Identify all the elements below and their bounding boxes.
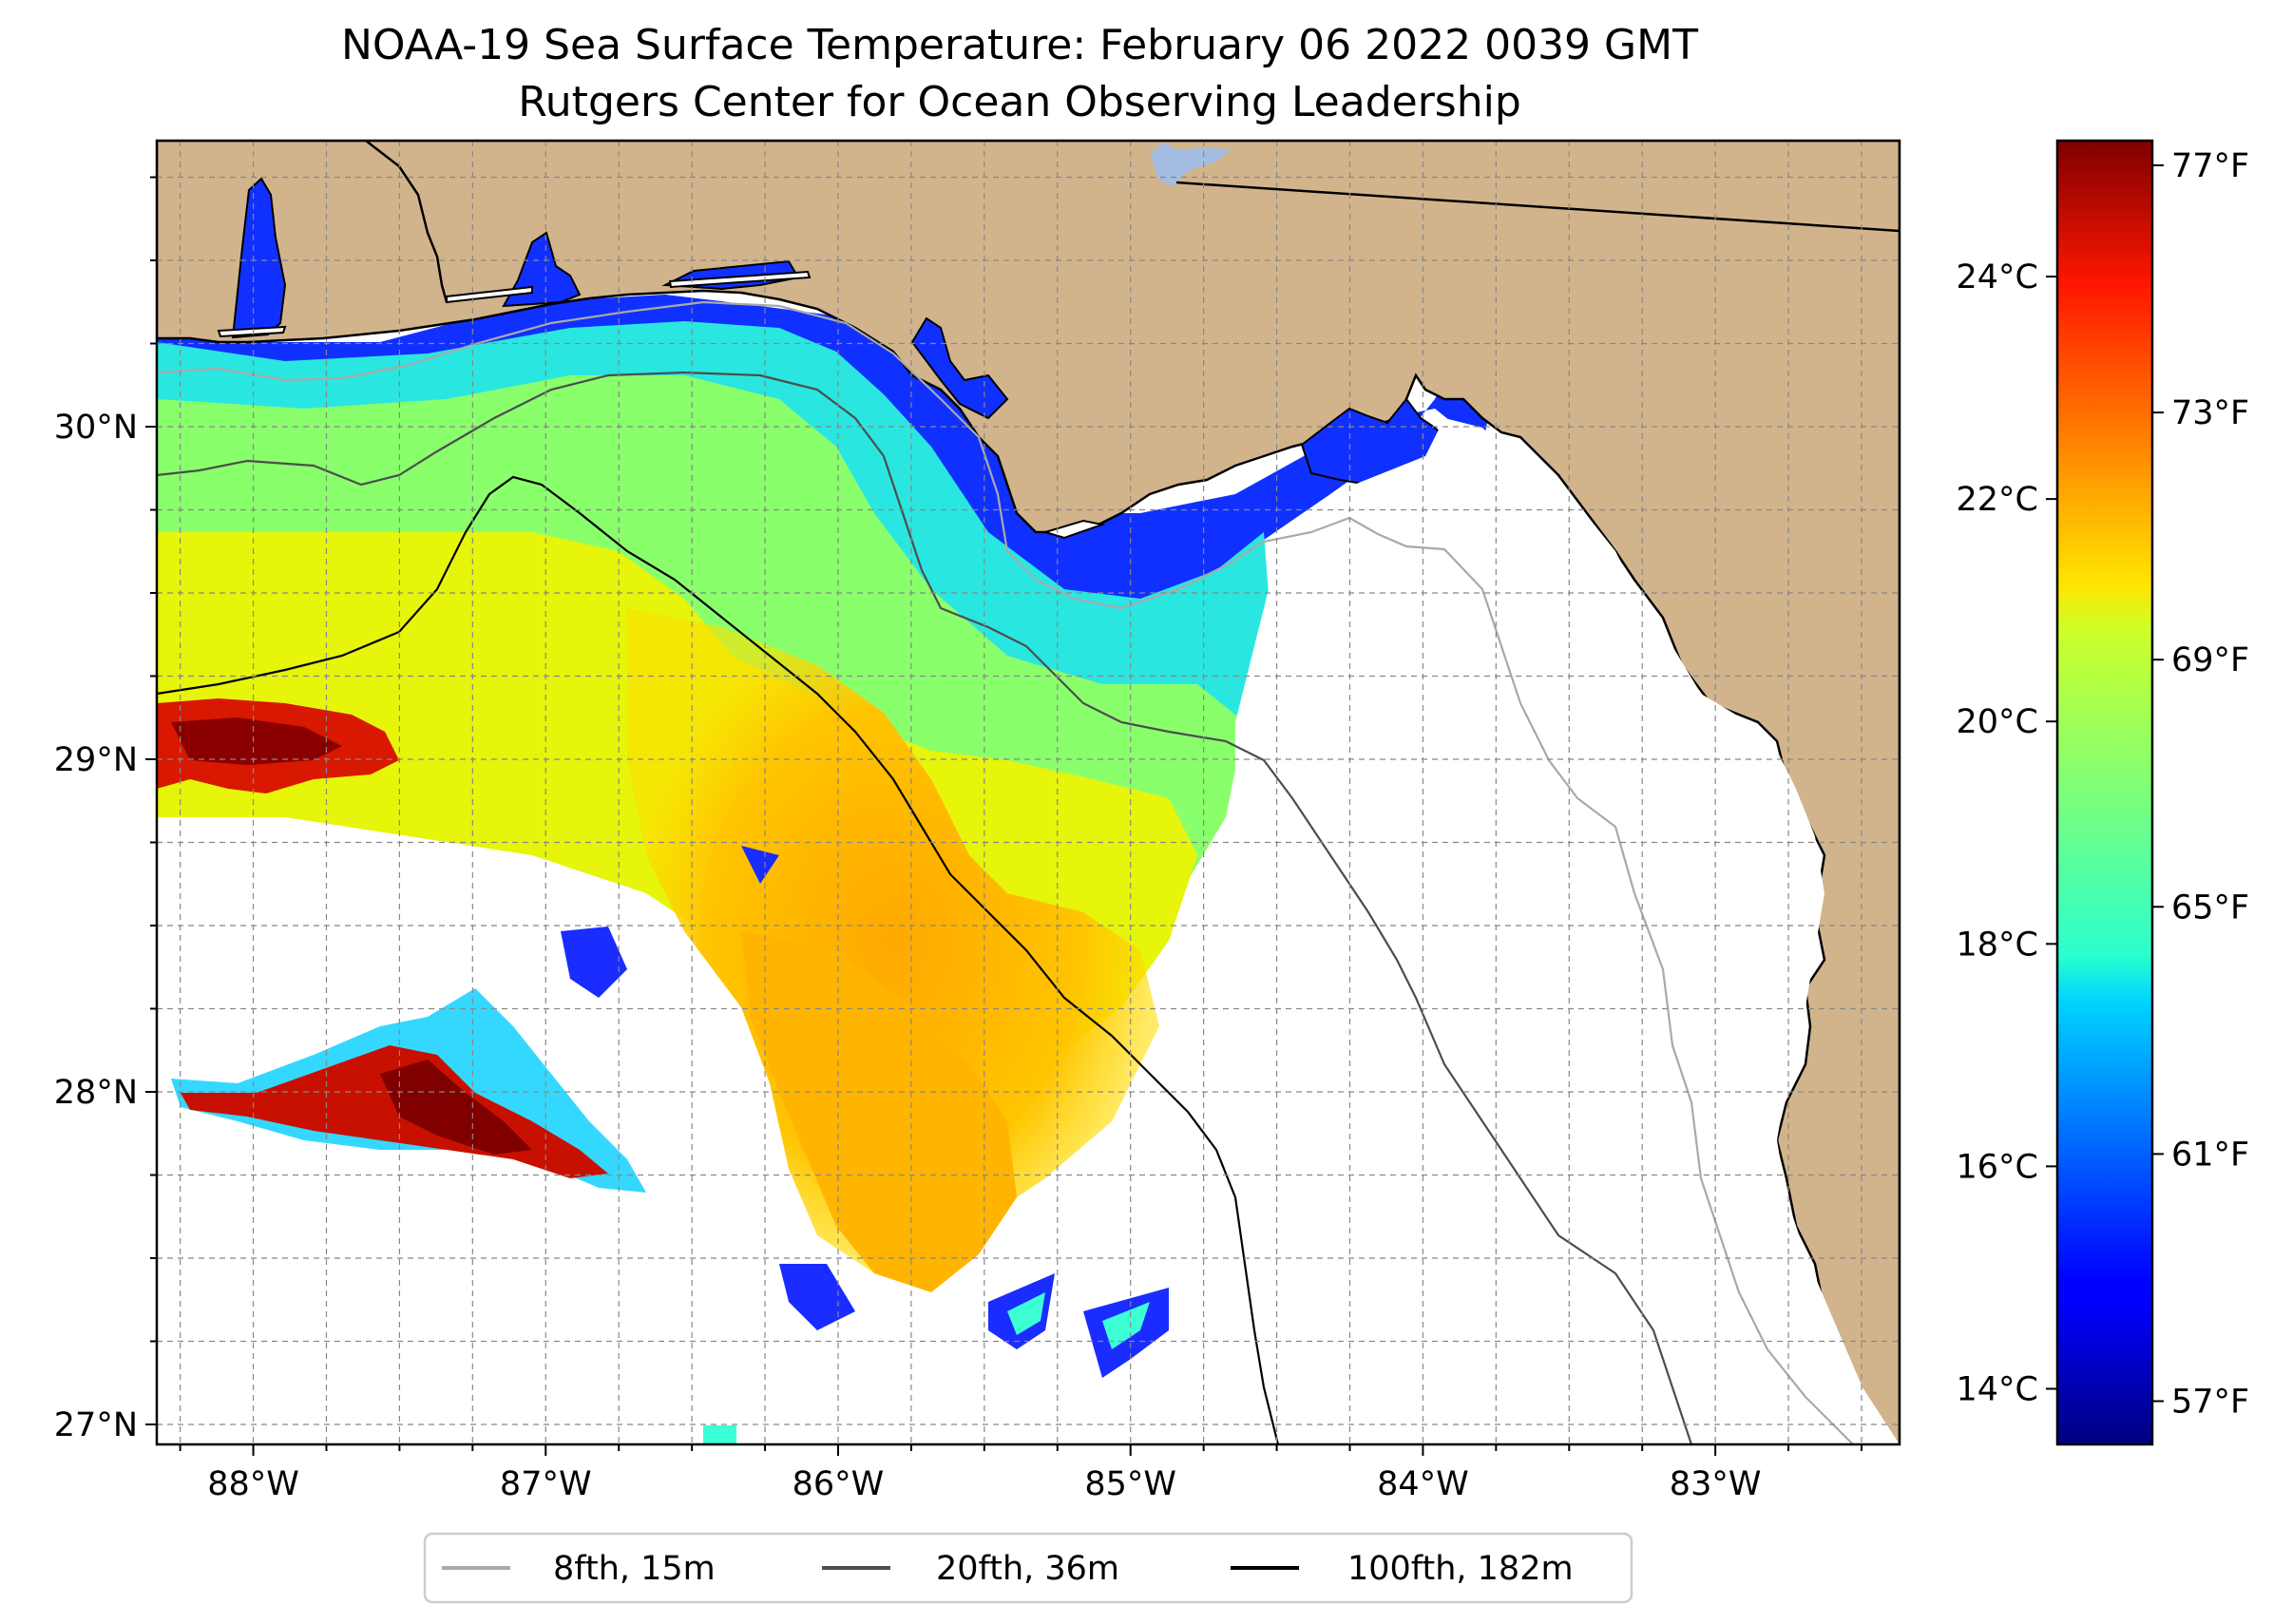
fahrenheit-tick-label: 73°F <box>2171 394 2249 432</box>
y-tick-label: 29°N <box>54 741 138 779</box>
sst-field <box>157 290 1492 1444</box>
isobath-20fth <box>157 371 1693 1444</box>
y-axis-ticks: 30°N 29°N 28°N 27°N <box>54 176 157 1444</box>
celsius-tick-label: 14°C <box>1957 1370 2038 1408</box>
colorbar-fahrenheit-ticks: 77°F 73°F 69°F 65°F 61°F 57°F <box>2152 147 2249 1421</box>
fahrenheit-tick-label: 61°F <box>2171 1136 2249 1174</box>
x-tick-label: 83°W <box>1670 1465 1762 1503</box>
fahrenheit-tick-label: 65°F <box>2171 888 2249 927</box>
title-line-2: Rutgers Center for Ocean Observing Leade… <box>518 78 1521 126</box>
x-tick-label: 88°W <box>207 1465 299 1503</box>
y-tick-label: 30°N <box>54 409 138 447</box>
fahrenheit-tick-label: 57°F <box>2171 1383 2249 1421</box>
colorbar-celsius-ticks: 24°C 22°C 20°C 18°C 16°C 14°C <box>1957 258 2057 1408</box>
x-tick-label: 86°W <box>793 1465 885 1503</box>
sst-hot-patch-28n-core <box>380 1060 532 1155</box>
no-data-peninsula-shelf <box>1235 418 1900 1444</box>
colorbar: 24°C 22°C 20°C 18°C 16°C 14°C 77°F 73°F 69°F 65°… <box>1957 139 2249 1446</box>
legend-label-8fth: 8fth, 15m <box>553 1550 716 1588</box>
isobath-100fth <box>157 475 1280 1444</box>
legend: 8fth, 15m 20fth, 36m 100fth, 182m <box>423 1532 1633 1604</box>
map-frame <box>155 139 1901 1446</box>
y-tick-label: 27°N <box>54 1406 138 1444</box>
celsius-tick-label: 20°C <box>1957 703 2038 741</box>
isobath-8fth <box>157 300 1854 1444</box>
x-tick-label: 84°W <box>1377 1465 1469 1503</box>
colorbar-gradient <box>2055 139 2154 1446</box>
celsius-tick-label: 16°C <box>1957 1148 2038 1186</box>
sst-hot-patch-29n-core <box>171 717 342 765</box>
celsius-tick-label: 18°C <box>1957 926 2038 964</box>
celsius-tick-label: 24°C <box>1957 258 2038 296</box>
map-area <box>157 141 1900 1444</box>
legend-box <box>423 1532 1633 1604</box>
x-tick-label: 85°W <box>1084 1465 1176 1503</box>
state-boundary <box>1175 181 1900 233</box>
legend-label-100fth: 100fth, 182m <box>1347 1550 1574 1588</box>
barrier-islands <box>217 270 1106 540</box>
water-st-andrews-bay <box>910 316 1009 420</box>
lake-seminole <box>1150 143 1231 186</box>
celsius-tick-label: 22°C <box>1957 481 2038 519</box>
sst-south-tongue <box>741 931 1017 1292</box>
y-tick-label: 28°N <box>54 1074 138 1112</box>
fahrenheit-tick-label: 69°F <box>2171 641 2249 679</box>
fahrenheit-tick-label: 77°F <box>2171 147 2249 185</box>
title-line-1: NOAA-19 Sea Surface Temperature: Februar… <box>341 21 1698 69</box>
x-tick-label: 87°W <box>500 1465 592 1503</box>
sst-orange-core <box>627 608 1159 1273</box>
x-axis-ticks: 88°W 87°W 86°W 85°W 84°W 83°W <box>179 1444 1862 1503</box>
gridlines <box>157 141 1900 1444</box>
legend-label-20fth: 20fth, 36m <box>936 1550 1119 1588</box>
